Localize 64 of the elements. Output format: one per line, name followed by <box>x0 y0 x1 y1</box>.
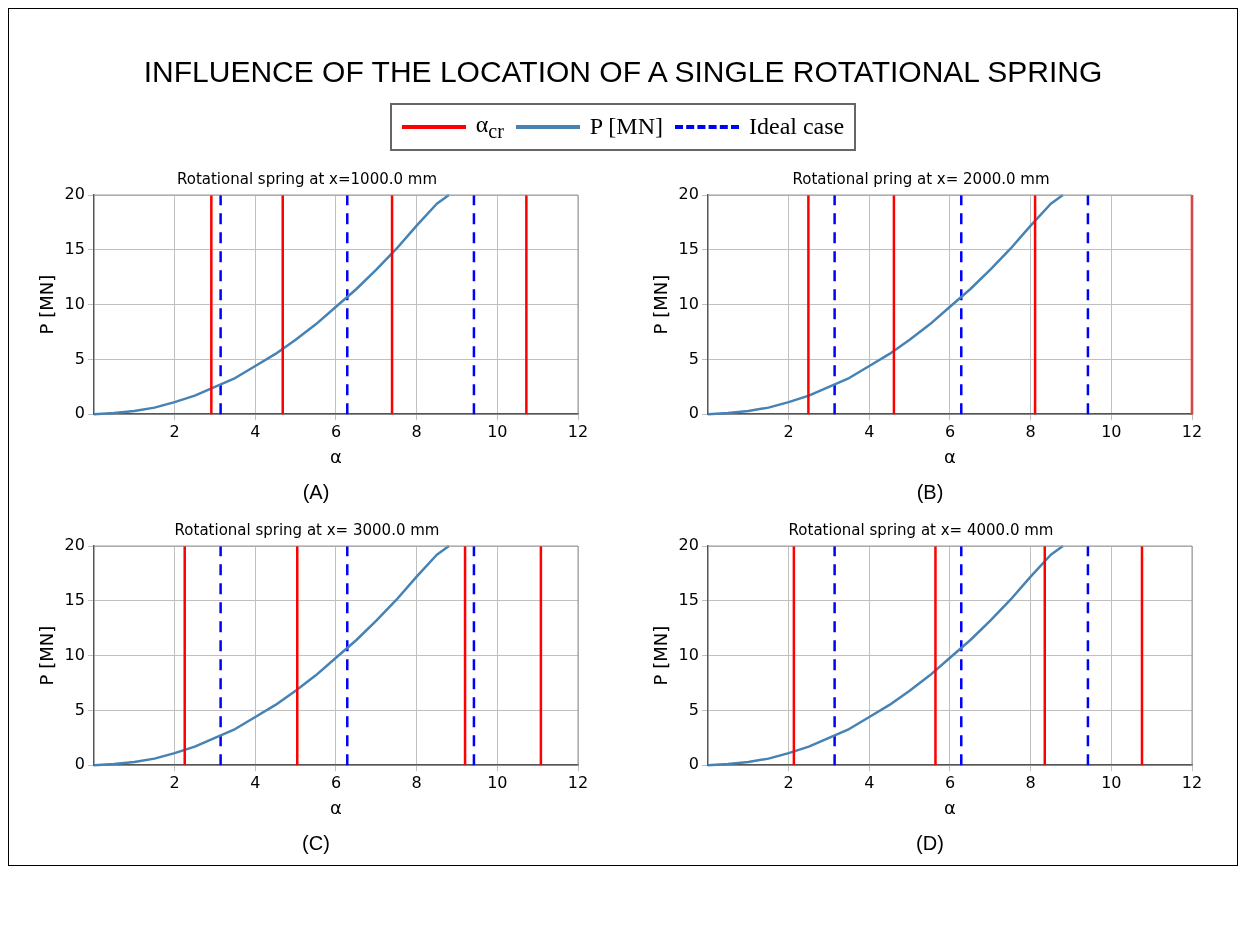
x-tick-label: 6 <box>330 772 342 792</box>
x-axis-title: α <box>330 796 342 818</box>
y-tick-label: 0 <box>688 403 699 423</box>
y-tick-label: 20 <box>678 183 699 203</box>
y-tick-label: 20 <box>678 534 699 554</box>
x-tick-label: 4 <box>250 772 261 792</box>
x-tick-label: 4 <box>864 421 875 441</box>
text: INFLUENCE OF THE LOCATION OF A SINGLE ROTATIONAL SPRING <box>142 55 1104 89</box>
y-tick-label: 20 <box>64 183 85 203</box>
y-axis-title: P [MN] <box>650 625 672 686</box>
chart-title: Rotational pring at x= 2000.0 mm <box>792 169 1050 188</box>
y-tick-label: 20 <box>64 534 85 554</box>
chart-title: Rotational spring at x=1000.0 mm <box>176 169 438 188</box>
text: (D) <box>915 831 945 855</box>
y-axis-title: P [MN] <box>36 625 58 686</box>
x-tick-label: 6 <box>944 772 956 792</box>
chart-title: Rotational spring at x= 3000.0 mm <box>174 520 440 539</box>
x-tick-label: 10 <box>1101 772 1122 792</box>
x-tick-label: 4 <box>864 772 875 792</box>
x-tick-label: 10 <box>1101 421 1122 441</box>
y-tick-label: 0 <box>74 754 85 774</box>
y-tick-label: 10 <box>678 644 699 664</box>
x-tick-label: 6 <box>330 421 342 441</box>
y-tick-label: 15 <box>64 589 85 609</box>
x-tick-label: 12 <box>1181 421 1203 441</box>
y-tick-label: 5 <box>74 348 85 368</box>
y-tick-label: 5 <box>688 699 699 719</box>
x-tick-label: 12 <box>567 421 589 441</box>
x-tick-label: 2 <box>169 772 180 792</box>
x-tick-label: 12 <box>567 772 589 792</box>
y-tick-label: 0 <box>688 754 699 774</box>
y-tick-label: 10 <box>64 293 85 313</box>
x-tick-label: 10 <box>487 772 508 792</box>
legend-label: α$_{cr}$ <box>475 111 504 143</box>
y-tick-label: 15 <box>678 238 699 258</box>
x-tick-label: 6 <box>944 421 956 441</box>
x-tick-label: 2 <box>783 772 794 792</box>
y-axis-title: P [MN] <box>36 274 58 335</box>
y-tick-label: 15 <box>678 589 699 609</box>
x-tick-label: 8 <box>1025 772 1036 792</box>
x-axis-title: α <box>944 796 956 818</box>
legend-label: Ideal case <box>748 113 845 141</box>
text: (B) <box>915 480 945 504</box>
x-axis-title: α <box>330 445 342 467</box>
x-tick-label: 8 <box>411 772 422 792</box>
x-tick-label: 2 <box>783 421 794 441</box>
y-tick-label: 0 <box>74 403 85 423</box>
y-tick-label: 5 <box>74 699 85 719</box>
x-tick-label: 12 <box>1181 772 1203 792</box>
x-tick-label: 8 <box>1025 421 1036 441</box>
y-tick-label: 15 <box>64 238 85 258</box>
legend-label: P [MN] <box>589 113 663 141</box>
y-axis-title: P [MN] <box>650 274 672 335</box>
y-tick-label: 10 <box>678 293 699 313</box>
x-axis-title: α <box>944 445 956 467</box>
chart-title: Rotational spring at x= 4000.0 mm <box>788 520 1054 539</box>
y-tick-label: 10 <box>64 644 85 664</box>
x-tick-label: 4 <box>250 421 261 441</box>
text: (C) <box>301 831 331 855</box>
y-tick-label: 5 <box>688 348 699 368</box>
x-tick-label: 8 <box>411 421 422 441</box>
x-tick-label: 2 <box>169 421 180 441</box>
x-tick-label: 10 <box>487 421 508 441</box>
text: (A) <box>301 480 331 504</box>
